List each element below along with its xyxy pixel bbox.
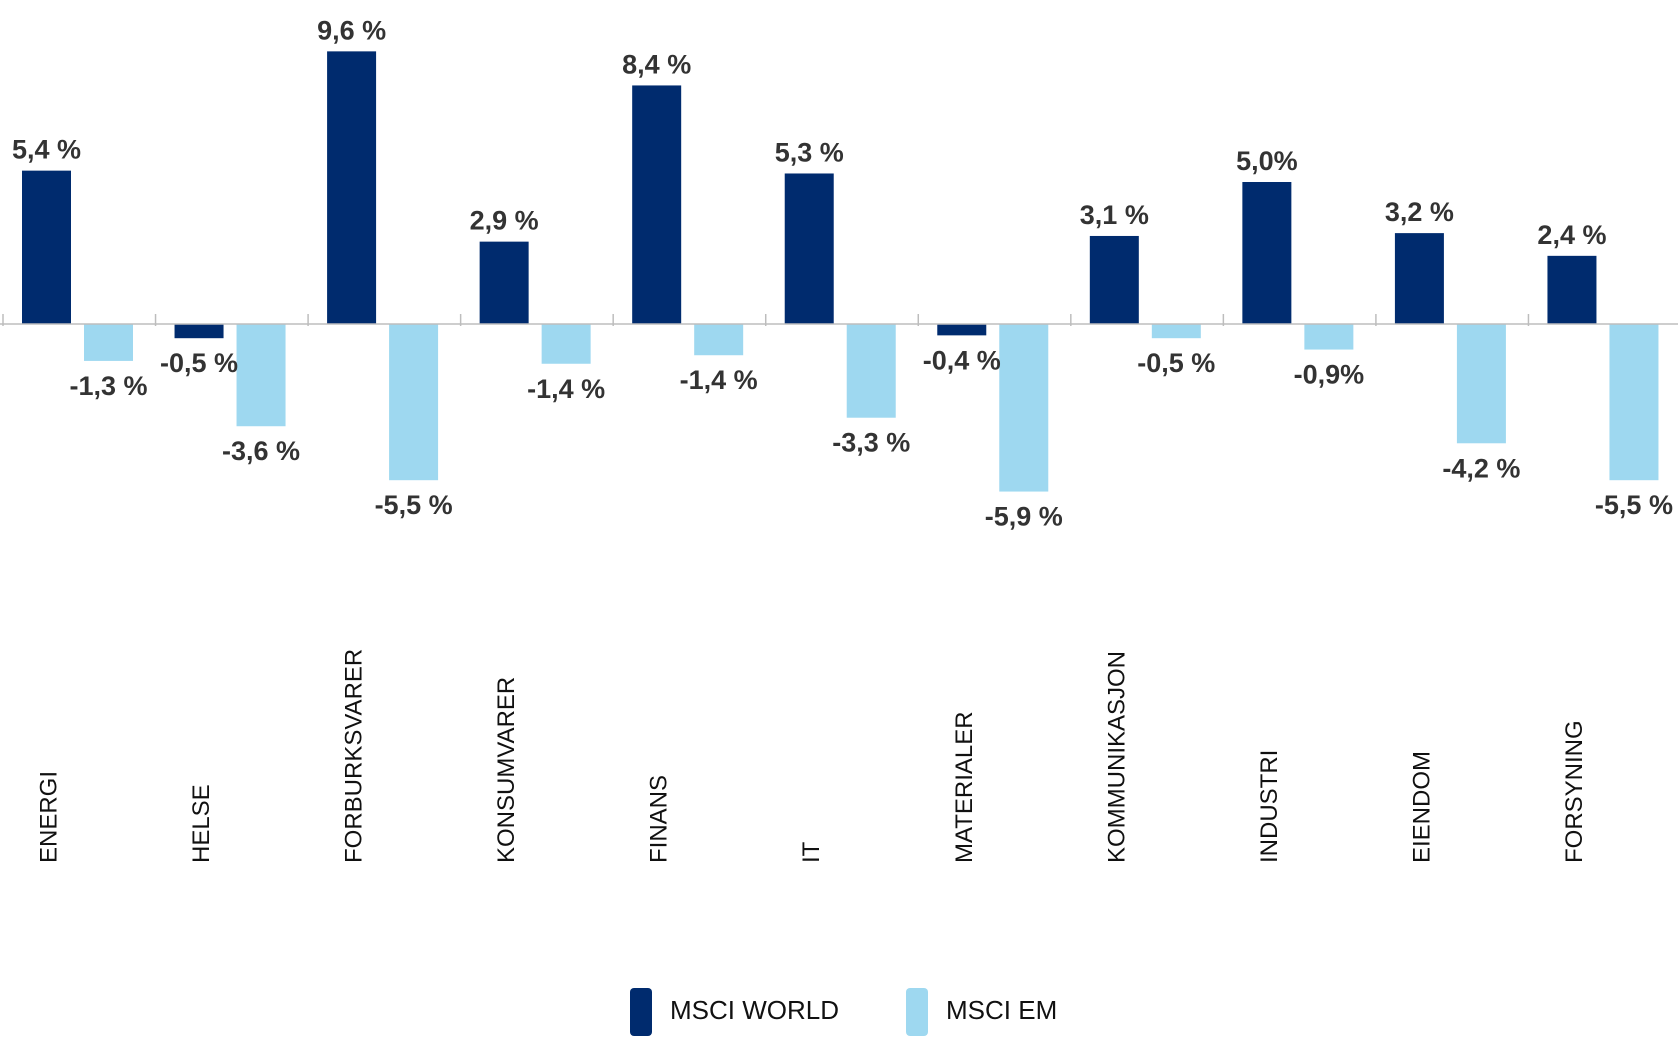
category-label-energi: ENERGI [36, 771, 63, 863]
legend-label-world: MSCI WORLD [670, 995, 839, 1025]
category-label-kommunikasjon: KOMMUNIKASJON [1103, 651, 1130, 863]
data-label-em-eiendom: -4,2 % [1442, 453, 1520, 483]
bar-em-helse [236, 324, 286, 427]
bar-em-it [846, 324, 896, 418]
bar-em-materialer [999, 324, 1049, 492]
data-label-em-materialer: -5,9 % [985, 502, 1063, 532]
data-label-world-finans: 8,4 % [622, 49, 691, 79]
data-label-world-it: 5,3 % [775, 137, 844, 167]
bar-world-materialer [937, 324, 987, 336]
data-label-em-finans: -1,4 % [680, 365, 758, 395]
bar-world-forburksvarer [327, 51, 377, 325]
bar-em-forburksvarer [389, 324, 439, 481]
data-label-world-energi: 5,4 % [12, 135, 81, 165]
data-label-world-konsumvarer: 2,9 % [470, 206, 539, 236]
bar-world-konsumvarer [479, 241, 529, 324]
bars-layer [22, 51, 1659, 492]
data-label-em-energi: -1,3 % [69, 371, 147, 401]
bar-world-kommunikasjon [1089, 235, 1139, 324]
value-labels-layer: 5,4 % -0,5 % 9,6 % 2,9 % 8,4 % 5,3 % -0,4 % 3,1… [12, 15, 1673, 531]
bar-em-konsumvarer [541, 324, 591, 364]
category-label-helse: HELSE [188, 784, 215, 863]
data-label-em-it: -3,3 % [832, 428, 910, 458]
bar-em-kommunikasjon [1151, 324, 1201, 339]
category-label-finans: FINANS [646, 775, 673, 863]
data-label-world-industri: 5,0% [1236, 146, 1298, 176]
data-label-em-konsumvarer: -1,4 % [527, 374, 605, 404]
data-label-em-industri: -0,9% [1294, 360, 1365, 390]
data-label-em-kommunikasjon: -0,5 % [1137, 348, 1215, 378]
data-label-em-helse: -3,6 % [222, 436, 300, 466]
data-label-world-eiendom: 3,2 % [1385, 197, 1454, 227]
data-label-world-helse: -0,5 % [160, 348, 238, 378]
data-label-em-forburksvarer: -5,5 % [375, 490, 453, 520]
legend-label-em: MSCI EM [946, 995, 1057, 1025]
category-label-industri: INDUSTRI [1256, 750, 1283, 863]
legend: MSCI WORLD MSCI EM [630, 988, 1057, 1036]
legend-swatch-world [630, 988, 652, 1036]
legend-swatch-em [906, 988, 928, 1036]
data-label-em-forsyning: -5,5 % [1595, 490, 1673, 520]
bar-world-finans [632, 85, 682, 324]
bar-em-energi [84, 324, 133, 361]
category-label-forsyning: FORSYNING [1561, 720, 1588, 863]
category-label-konsumvarer: KONSUMVARER [493, 677, 520, 863]
axis-layer [0, 314, 1678, 326]
category-labels-layer: ENERGI HELSE FORBURKSVARER KONSUMVARER FINAN… [36, 649, 1588, 863]
bar-em-eiendom [1456, 324, 1506, 444]
bar-em-forsyning [1609, 324, 1659, 481]
data-label-world-materialer: -0,4 % [923, 345, 1001, 375]
bar-world-forsyning [1547, 255, 1597, 324]
bar-world-eiendom [1394, 233, 1444, 324]
bar-world-it [784, 173, 834, 324]
bar-world-energi [22, 170, 71, 324]
bar-world-helse [174, 324, 224, 339]
bar-world-industri [1242, 182, 1292, 324]
category-label-it: IT [798, 841, 825, 863]
data-label-world-kommunikasjon: 3,1 % [1080, 200, 1149, 230]
data-label-world-forburksvarer: 9,6 % [317, 15, 386, 45]
bar-em-industri [1304, 324, 1354, 350]
bar-em-finans [694, 324, 744, 356]
category-label-forburksvarer: FORBURKSVARER [341, 649, 368, 863]
category-label-eiendom: EIENDOM [1408, 751, 1435, 863]
data-label-world-forsyning: 2,4 % [1537, 220, 1606, 250]
category-label-materialer: MATERIALER [951, 711, 978, 863]
